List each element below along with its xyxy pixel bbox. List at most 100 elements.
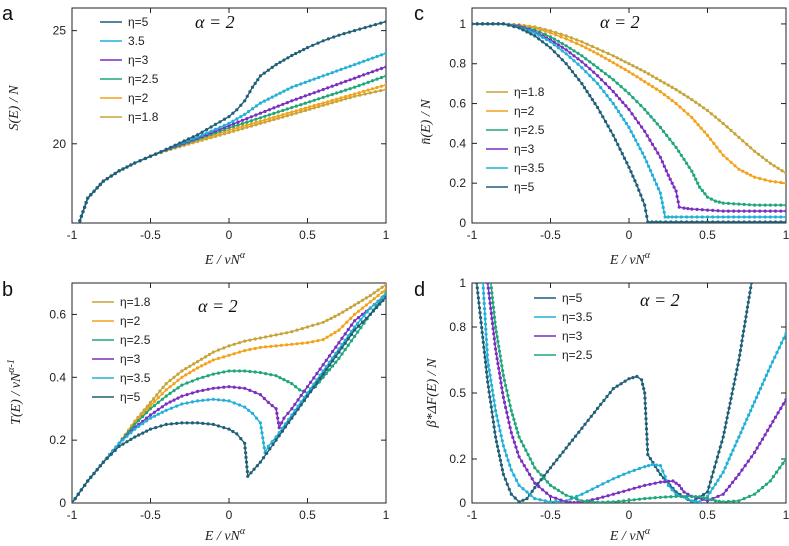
- series-point-eta-5: [337, 350, 341, 354]
- series-point-eta-2: [705, 133, 710, 137]
- series-point-eta-3.5: [482, 291, 486, 295]
- series-point-eta-5: [641, 198, 645, 202]
- series-point-eta-3.5: [484, 332, 488, 336]
- series-point-eta-5: [582, 86, 587, 90]
- series-point-eta-3: [326, 86, 330, 90]
- series-point-eta-2.5: [359, 326, 363, 330]
- series-point-eta-3.5: [483, 312, 487, 316]
- series-point-eta-5: [92, 189, 96, 193]
- series-point-eta-3.5: [483, 322, 488, 326]
- series-point-eta-3: [231, 122, 236, 126]
- series-point-eta-1.8: [254, 123, 258, 127]
- series-point-eta-2.5: [152, 404, 156, 408]
- series-point-eta-3.5: [497, 424, 501, 428]
- series-point-eta-5: [745, 310, 749, 314]
- series-point-eta-3: [276, 104, 280, 108]
- y-tick-label: 0.6: [449, 97, 466, 111]
- series-point-eta-3.5: [133, 427, 137, 431]
- series-point-eta-1.8: [360, 298, 365, 302]
- series-point-eta-2: [619, 65, 623, 69]
- series-point-eta-3: [737, 472, 741, 476]
- series-point-eta-5: [239, 103, 243, 107]
- series-point-eta-3: [227, 124, 231, 128]
- series-point-eta-2.5: [494, 325, 498, 329]
- series-point-eta-3: [674, 189, 678, 193]
- series-point-eta-5: [245, 465, 249, 469]
- series-point-eta-2: [647, 82, 651, 86]
- series-point-eta-3.5: [379, 53, 384, 57]
- series-point-eta-2: [168, 385, 172, 389]
- series-point-eta-1.8: [358, 93, 362, 97]
- series-point-eta-3.5: [784, 332, 786, 336]
- series-point-eta-3.5: [222, 398, 226, 402]
- panel-d-frame: [471, 282, 787, 504]
- series-point-eta-3.5: [773, 215, 778, 219]
- series-point-eta-2.5: [290, 106, 294, 110]
- series-point-eta-1.8: [203, 355, 208, 359]
- series-point-eta-5: [483, 355, 487, 359]
- series-point-eta-2: [376, 294, 380, 298]
- legend-label: η=3: [562, 329, 583, 343]
- series-point-eta-3: [656, 151, 660, 155]
- series-point-eta-5: [185, 421, 189, 425]
- series-point-eta-2: [654, 87, 659, 91]
- series-point-eta-2.5: [514, 426, 519, 430]
- series-point-eta-2.5: [496, 339, 500, 344]
- series-point-eta-5: [298, 50, 302, 54]
- legend-label: η=2.5: [120, 333, 151, 347]
- series-point-eta-5: [290, 416, 294, 420]
- series-point-eta-3: [568, 500, 572, 503]
- series-point-eta-3: [552, 40, 557, 44]
- series-point-eta-3: [236, 120, 240, 124]
- series-point-eta-5: [364, 316, 368, 320]
- series-point-eta-5: [644, 411, 648, 416]
- series-point-eta-3.5: [250, 411, 255, 415]
- series-point-eta-2: [384, 287, 386, 291]
- x-tick-label: -1: [67, 228, 78, 242]
- series-point-eta-3: [630, 112, 634, 116]
- series-point-eta-2.5: [627, 498, 631, 502]
- series-point-eta-2.5: [519, 439, 523, 443]
- series-point-eta-3: [294, 97, 298, 101]
- series-point-eta-5: [274, 63, 278, 67]
- series-point-eta-2: [308, 105, 312, 109]
- series-point-eta-3.5: [733, 444, 737, 448]
- series-point-eta-3: [599, 78, 604, 82]
- series-point-eta-3: [164, 402, 168, 406]
- legend-label: η=3: [128, 53, 149, 67]
- legend-label: η=2: [128, 91, 149, 105]
- series-point-eta-3: [771, 420, 775, 424]
- series-point-eta-5: [201, 421, 205, 425]
- series-point-eta-1.8: [650, 74, 655, 78]
- series-point-eta-3.5: [666, 483, 670, 487]
- series-point-eta-3.5: [503, 449, 507, 453]
- series-point-eta-3: [299, 393, 303, 398]
- series-point-eta-5: [648, 457, 653, 461]
- series-point-eta-2.5: [493, 320, 497, 324]
- series-point-eta-5: [378, 302, 382, 306]
- panel-label-c: c: [414, 3, 424, 25]
- series-point-eta-3: [568, 51, 572, 55]
- series-point-eta-1.8: [670, 85, 674, 89]
- series-point-eta-3: [348, 78, 352, 82]
- series-point-eta-3: [232, 385, 236, 389]
- series-point-eta-3: [317, 89, 321, 93]
- series-point-eta-2.5: [653, 496, 657, 500]
- series-point-eta-3: [548, 494, 553, 498]
- series-point-eta-3.5: [509, 468, 513, 472]
- series-point-eta-3.5: [501, 444, 505, 448]
- series-point-eta-3.5: [129, 431, 133, 435]
- series-point-eta-2.5: [491, 305, 496, 309]
- series-point-eta-2.5: [489, 286, 493, 290]
- series-point-eta-2.5: [545, 480, 550, 484]
- series-point-eta-3: [564, 48, 568, 52]
- series-point-eta-2.5: [575, 497, 579, 501]
- series-point-eta-5: [109, 452, 113, 456]
- series-point-eta-5: [253, 81, 257, 85]
- series-point-eta-3: [337, 341, 341, 345]
- series-point-eta-5: [517, 26, 521, 30]
- series-point-eta-5: [589, 414, 593, 418]
- series-point-eta-3: [501, 391, 505, 395]
- series-point-eta-5: [644, 427, 649, 431]
- series-point-eta-5: [654, 220, 658, 223]
